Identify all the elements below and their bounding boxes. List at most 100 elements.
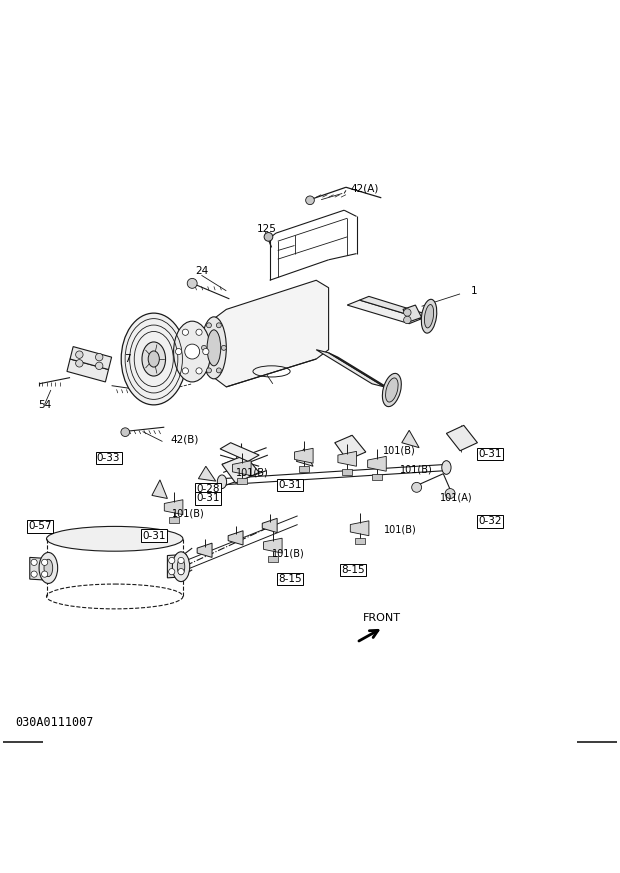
Circle shape: [264, 232, 273, 241]
Text: 101(A): 101(A): [440, 492, 473, 502]
Ellipse shape: [148, 351, 159, 367]
Circle shape: [178, 557, 184, 564]
Polygon shape: [167, 554, 186, 578]
Bar: [342, 469, 352, 475]
Circle shape: [76, 360, 83, 367]
Circle shape: [121, 428, 130, 436]
Polygon shape: [347, 300, 422, 324]
Text: 0-31: 0-31: [278, 480, 302, 490]
Polygon shape: [264, 538, 282, 553]
Polygon shape: [30, 557, 50, 581]
Circle shape: [31, 571, 37, 577]
Ellipse shape: [207, 330, 221, 366]
Text: 101(B): 101(B): [400, 464, 433, 474]
Polygon shape: [338, 451, 356, 466]
Bar: [268, 555, 278, 561]
Ellipse shape: [202, 317, 226, 379]
Circle shape: [175, 348, 182, 354]
Text: 42(A): 42(A): [350, 183, 379, 194]
Text: 0-57: 0-57: [29, 521, 52, 532]
Circle shape: [412, 483, 422, 492]
Polygon shape: [67, 359, 108, 382]
Circle shape: [216, 323, 221, 327]
Polygon shape: [329, 353, 394, 391]
Circle shape: [206, 368, 211, 373]
Circle shape: [221, 346, 226, 350]
Bar: [237, 478, 247, 485]
Polygon shape: [222, 455, 259, 483]
Circle shape: [42, 571, 48, 577]
Polygon shape: [360, 296, 431, 319]
Bar: [169, 517, 179, 523]
Polygon shape: [152, 480, 167, 498]
Circle shape: [203, 348, 209, 354]
Polygon shape: [335, 436, 366, 460]
Circle shape: [196, 368, 202, 374]
Polygon shape: [164, 499, 183, 514]
Text: 101(B): 101(B): [272, 548, 304, 558]
Text: 0-33: 0-33: [97, 453, 120, 464]
Ellipse shape: [44, 560, 53, 577]
Ellipse shape: [386, 378, 398, 402]
Circle shape: [76, 351, 83, 359]
Polygon shape: [402, 430, 419, 448]
Ellipse shape: [39, 553, 58, 583]
Circle shape: [445, 489, 455, 498]
Circle shape: [196, 329, 202, 335]
Ellipse shape: [121, 313, 186, 405]
Polygon shape: [198, 466, 216, 481]
Circle shape: [95, 362, 103, 369]
Polygon shape: [403, 305, 422, 322]
Ellipse shape: [422, 299, 436, 333]
Text: 8-15: 8-15: [278, 574, 302, 584]
Ellipse shape: [142, 342, 166, 376]
Polygon shape: [232, 461, 251, 476]
Text: 101(B): 101(B): [383, 446, 416, 456]
Circle shape: [95, 354, 103, 361]
Bar: [372, 474, 382, 480]
Ellipse shape: [174, 321, 211, 382]
Text: 101(B): 101(B): [172, 509, 205, 519]
Circle shape: [185, 344, 200, 359]
Polygon shape: [446, 425, 477, 450]
Polygon shape: [214, 280, 329, 387]
Circle shape: [202, 346, 206, 350]
Text: 0-32: 0-32: [478, 517, 502, 526]
Polygon shape: [368, 457, 386, 471]
Text: 101(B): 101(B): [384, 525, 417, 534]
Circle shape: [306, 196, 314, 204]
Polygon shape: [262, 519, 277, 533]
Text: 24: 24: [195, 266, 208, 276]
Text: 1: 1: [471, 285, 478, 296]
Circle shape: [404, 309, 411, 316]
Polygon shape: [220, 443, 259, 461]
Polygon shape: [228, 531, 243, 545]
Ellipse shape: [441, 461, 451, 474]
Circle shape: [206, 323, 211, 327]
Text: 7: 7: [124, 354, 131, 364]
Circle shape: [182, 329, 188, 335]
Text: 125: 125: [257, 223, 277, 234]
Ellipse shape: [383, 374, 401, 407]
Ellipse shape: [217, 475, 227, 489]
Ellipse shape: [172, 552, 190, 581]
Text: 42(B): 42(B): [170, 435, 199, 444]
Polygon shape: [294, 448, 313, 464]
Text: 030A0111007: 030A0111007: [16, 717, 94, 730]
Text: 0-31: 0-31: [142, 531, 166, 540]
Text: 8-15: 8-15: [342, 565, 365, 574]
Circle shape: [216, 368, 221, 373]
Circle shape: [169, 568, 175, 574]
Ellipse shape: [425, 305, 433, 328]
Bar: [355, 538, 365, 545]
Polygon shape: [197, 543, 212, 557]
Text: 101(B): 101(B): [236, 467, 268, 478]
Text: 54: 54: [38, 401, 51, 410]
Ellipse shape: [46, 526, 183, 551]
Polygon shape: [316, 350, 384, 387]
Circle shape: [42, 560, 48, 566]
Text: 0-31: 0-31: [478, 449, 502, 459]
Text: 0-31: 0-31: [196, 493, 219, 504]
Circle shape: [169, 557, 175, 564]
Text: FRONT: FRONT: [363, 613, 401, 623]
